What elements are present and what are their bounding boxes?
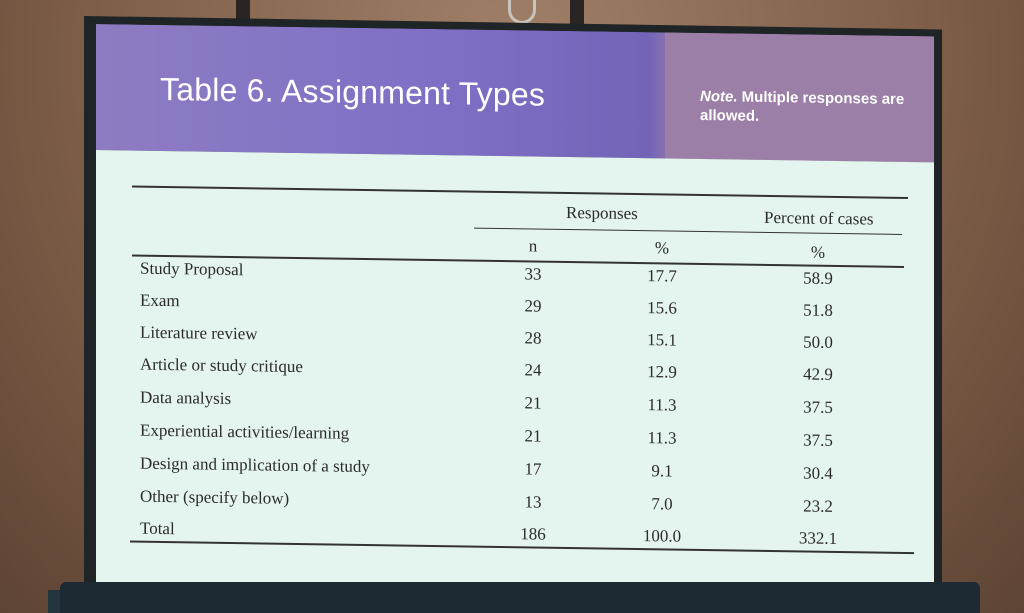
ceiling-mount-right (570, 0, 584, 26)
row-cases-pct: 58.9 (803, 268, 833, 288)
row-n: 186 (520, 524, 546, 544)
row-cases-pct: 332.1 (798, 528, 838, 548)
header-responses: Responses (566, 202, 638, 224)
row-cases-pct: 37.5 (803, 397, 833, 417)
table-top-rule (132, 185, 908, 199)
row-label: Article or study critique (140, 354, 303, 377)
row-n: 29 (524, 296, 542, 316)
screen-case-base (60, 582, 980, 613)
row-n: 21 (524, 426, 542, 446)
data-table: Responses Percent of cases n % % Study P… (96, 150, 934, 599)
row-pct: 11.3 (647, 395, 677, 415)
row-label: Exam (140, 290, 180, 311)
subheader-n: n (528, 236, 538, 256)
row-cases-pct: 37.5 (803, 430, 833, 450)
row-pct: 17.7 (647, 266, 677, 286)
row-pct: 15.1 (647, 330, 677, 350)
row-cases-pct: 42.9 (803, 364, 833, 384)
projected-slide: Table 6. Assignment Types Note. Multiple… (96, 24, 934, 599)
row-pct: 11.3 (647, 428, 677, 448)
row-label: Experiential activities/learning (140, 420, 350, 443)
header-percent-of-cases: Percent of cases (764, 207, 874, 229)
subheader-cases-pct: % (810, 242, 826, 262)
slide-title: Table 6. Assignment Types (160, 70, 546, 113)
row-pct: 7.0 (651, 494, 673, 514)
row-label: Data analysis (140, 387, 232, 409)
row-cases-pct: 51.8 (803, 300, 833, 320)
row-pct: 12.9 (647, 362, 677, 382)
row-n: 28 (524, 328, 542, 348)
row-n: 17 (524, 459, 542, 479)
row-pct: 100.0 (642, 526, 682, 546)
row-label: Total (140, 518, 175, 539)
row-pct: 15.6 (647, 298, 677, 318)
row-n: 13 (524, 492, 542, 512)
row-label: Study Proposal (140, 258, 244, 280)
row-n: 33 (524, 264, 542, 284)
note-label: Note. (700, 87, 738, 106)
row-n: 21 (524, 393, 542, 413)
row-label: Design and implication of a study (140, 453, 370, 477)
subheader-pct: % (654, 238, 670, 258)
slide-note: Note. Multiple responses are allowed. (700, 87, 920, 128)
row-cases-pct: 23.2 (803, 496, 833, 516)
row-label: Literature review (140, 322, 258, 344)
row-cases-pct: 50.0 (803, 332, 833, 352)
row-label: Other (specify below) (140, 486, 290, 508)
row-n: 24 (524, 360, 542, 380)
row-cases-pct: 30.4 (803, 463, 833, 483)
row-pct: 9.1 (651, 461, 673, 481)
